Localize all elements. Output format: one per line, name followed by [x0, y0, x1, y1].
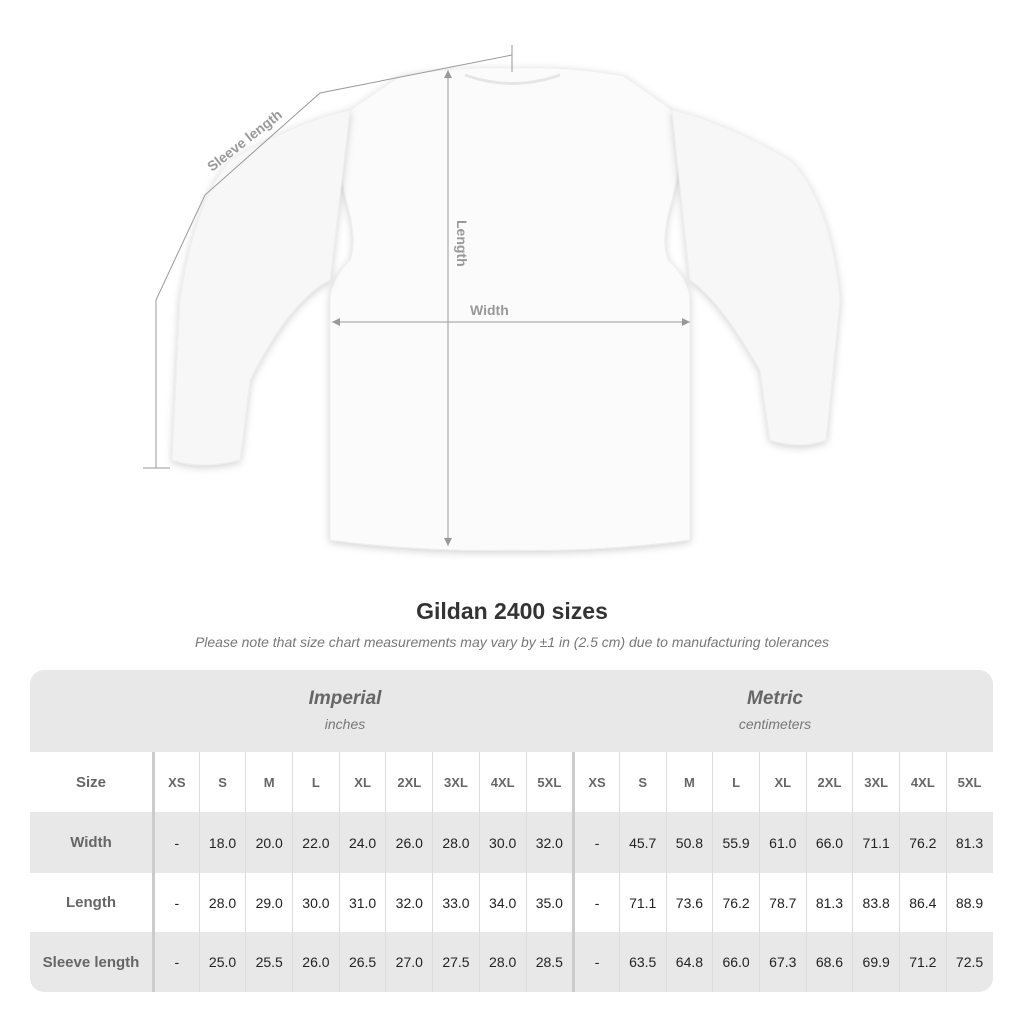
metric-heading: Metric	[747, 688, 803, 709]
imperial-cell: 28.0	[432, 812, 479, 873]
row-label: Size	[75, 773, 106, 791]
metric-cell: 83.8	[852, 873, 899, 932]
imperial-cell: 28.0	[478, 932, 526, 992]
size-header: 4XL	[899, 752, 946, 812]
size-header: 2XL	[385, 752, 432, 812]
width-label: Width	[470, 302, 509, 318]
imperial-cell: 26.0	[385, 812, 432, 873]
metric-cell: 88.9	[945, 873, 993, 932]
imperial-cell: 26.5	[338, 932, 386, 992]
row-label: Length	[66, 894, 116, 911]
row-label: Sleeve length	[42, 953, 140, 971]
metric-cell: 50.8	[665, 812, 713, 873]
size-header: S	[618, 752, 666, 812]
shirt-diagram: Sleeve length Length Width	[143, 45, 841, 551]
size-header: 3XL	[852, 752, 899, 812]
size-header: L	[292, 752, 339, 812]
metric-cell: 71.2	[899, 932, 946, 992]
imperial-cell: 28.5	[525, 932, 573, 992]
row-label: Width	[70, 834, 112, 851]
size-header: L	[712, 752, 759, 812]
size-header: 5XL	[945, 752, 993, 812]
imperial-cell: 33.0	[432, 873, 479, 932]
metric-cell: 76.2	[712, 873, 759, 932]
size-header: XS	[572, 752, 619, 812]
metric-cell: 71.1	[618, 873, 666, 932]
imperial-cell: -	[152, 932, 199, 992]
imperial-cell: 24.0	[338, 812, 386, 873]
imperial-cell: 27.5	[432, 932, 479, 992]
metric-cell: -	[572, 932, 619, 992]
imperial-heading: Imperial	[308, 688, 382, 709]
imperial-cell: 20.0	[245, 812, 292, 873]
metric-cell: 81.3	[805, 873, 853, 932]
metric-cell: 76.2	[899, 812, 946, 873]
imperial-cell: 34.0	[478, 873, 526, 932]
metric-cell: 55.9	[712, 812, 759, 873]
length-label: Length	[454, 220, 470, 267]
size-header: 3XL	[432, 752, 479, 812]
metric-cell: 45.7	[618, 812, 666, 873]
size-header: S	[198, 752, 246, 812]
imperial-cell: 22.0	[292, 812, 339, 873]
size-header: M	[665, 752, 713, 812]
imperial-cell: 30.0	[292, 873, 339, 932]
imperial-cell: 26.0	[292, 932, 339, 992]
size-header: 4XL	[478, 752, 526, 812]
metric-cell: 73.6	[665, 873, 713, 932]
imperial-cell: 18.0	[198, 812, 246, 873]
metric-cell: 66.0	[805, 812, 853, 873]
metric-cell: 72.5	[945, 932, 993, 992]
imperial-cell: 32.0	[385, 873, 432, 932]
imperial-cell: 29.0	[245, 873, 292, 932]
size-table: Imperial inches Metric centimeters Size X…	[30, 670, 993, 992]
imperial-cell: 32.0	[525, 812, 573, 873]
imperial-cell: 25.0	[198, 932, 246, 992]
size-header: XL	[758, 752, 806, 812]
metric-cell: -	[572, 812, 619, 873]
shirt-shape	[329, 67, 691, 551]
metric-cell: -	[572, 873, 619, 932]
imperial-cell: -	[152, 812, 199, 873]
metric-cell: 61.0	[758, 812, 806, 873]
size-header: 2XL	[805, 752, 853, 812]
metric-unit: centimeters	[738, 716, 812, 732]
page-title: Gildan 2400 sizes	[416, 598, 608, 624]
imperial-cell: 31.0	[338, 873, 386, 932]
metric-cell: 66.0	[712, 932, 759, 992]
metric-cell: 67.3	[758, 932, 806, 992]
metric-cell: 68.6	[805, 932, 853, 992]
imperial-cell: -	[152, 873, 199, 932]
metric-cell: 63.5	[618, 932, 666, 992]
imperial-cell: 35.0	[525, 873, 573, 932]
metric-cell: 69.9	[852, 932, 899, 992]
size-header-row: Size XS S M L XL 2XL 3XL 4XL 5XL XS S M L XL 2XL 3XL 4XL 5…	[30, 752, 993, 812]
table-row: Width -18.0 20.0 22.0 24.0 26.0 28.0 30.0 32.0-4…	[30, 812, 993, 873]
metric-cell: 64.8	[665, 932, 713, 992]
table-row: Sleeve length -25.0 25.5 26.0 26.5 27.0 27.5 28…	[30, 932, 993, 992]
imperial-cell: 28.0	[198, 873, 246, 932]
metric-cell: 81.3	[945, 812, 993, 873]
imperial-group: Imperial inches	[135, 688, 555, 732]
unit-header-band: Imperial inches Metric centimeters	[30, 670, 993, 752]
size-header: 5XL	[525, 752, 573, 812]
size-header: M	[245, 752, 292, 812]
tolerance-note: Please note that size chart measurements…	[194, 634, 830, 650]
size-header: XS	[152, 752, 199, 812]
metric-cell: 71.1	[852, 812, 899, 873]
imperial-unit: inches	[324, 716, 366, 732]
size-header: XL	[338, 752, 386, 812]
sleeve-length-measure-line	[155, 54, 513, 468]
metric-cell: 78.7	[758, 873, 806, 932]
metric-cell: 86.4	[899, 873, 946, 932]
table-row: Length -28.0 29.0 30.0 31.0 32.0 33.0 34.0 35.0-…	[30, 873, 993, 932]
metric-group: Metric centimeters	[565, 688, 985, 732]
imperial-cell: 30.0	[478, 812, 526, 873]
imperial-cell: 27.0	[385, 932, 432, 992]
imperial-cell: 25.5	[245, 932, 292, 992]
